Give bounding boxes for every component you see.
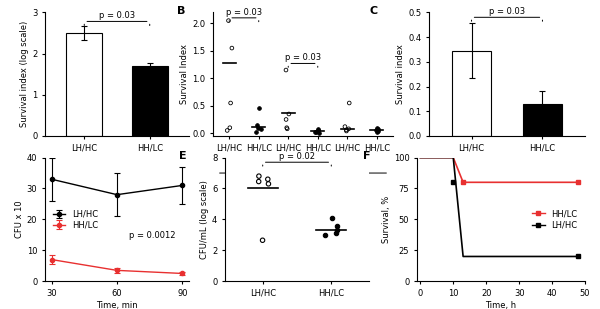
- Point: [341, 129, 351, 133]
- Point: [332, 223, 341, 228]
- Point: [311, 130, 320, 135]
- Legend: LH/HC, HH/LC: LH/HC, HH/LC: [49, 206, 101, 233]
- Point: [254, 106, 264, 111]
- Text: p = 0.03: p = 0.03: [285, 53, 321, 62]
- Text: 1 h: 1 h: [238, 184, 251, 193]
- Bar: [132, 66, 168, 136]
- Point: [258, 238, 268, 243]
- X-axis label: Time, min: Time, min: [96, 301, 138, 309]
- Point: [227, 46, 236, 51]
- Point: [224, 18, 233, 23]
- Bar: [452, 51, 491, 136]
- Point: [254, 174, 264, 179]
- Point: [332, 228, 341, 233]
- Point: [284, 112, 293, 116]
- Point: [263, 181, 273, 186]
- Point: [314, 130, 323, 135]
- Text: B: B: [177, 6, 185, 16]
- Point: [282, 125, 292, 130]
- Point: [313, 128, 323, 133]
- Text: F: F: [363, 151, 371, 161]
- Point: [254, 179, 263, 184]
- LH/HC: [460, 255, 467, 258]
- Y-axis label: CFU x 10: CFU x 10: [15, 201, 24, 238]
- Bar: [66, 33, 102, 136]
- LH/HC: [449, 156, 457, 159]
- Text: p = 0.0012: p = 0.0012: [128, 231, 175, 240]
- Point: [344, 100, 354, 105]
- HH/LC: [416, 156, 424, 159]
- Point: [328, 215, 337, 220]
- Point: [373, 129, 383, 133]
- Line: HH/LC: HH/LC: [420, 158, 578, 182]
- Point: [313, 127, 323, 132]
- Point: [253, 125, 263, 130]
- Point: [223, 128, 232, 133]
- Point: [344, 126, 353, 131]
- Point: [340, 124, 350, 129]
- Bar: [523, 104, 562, 136]
- Line: LH/HC: LH/HC: [420, 158, 578, 256]
- Legend: HH/LC, LH/HC: HH/LC, LH/HC: [529, 206, 581, 233]
- Point: [263, 177, 272, 182]
- Y-axis label: Survival index: Survival index: [397, 44, 406, 104]
- LH/HC: [575, 255, 582, 258]
- Point: [331, 231, 340, 236]
- Point: [283, 126, 292, 131]
- HH/LC: [575, 180, 582, 184]
- Point: [310, 129, 320, 134]
- HH/LC: [449, 156, 457, 159]
- LH/HC: [416, 156, 424, 159]
- Point: [256, 127, 266, 132]
- Y-axis label: Survival, %: Survival, %: [382, 196, 391, 243]
- Text: p = 0.03: p = 0.03: [99, 11, 135, 20]
- Text: p = 0.02: p = 0.02: [279, 152, 315, 161]
- Point: [373, 129, 382, 134]
- Point: [281, 68, 291, 73]
- Text: 2 h: 2 h: [296, 184, 310, 193]
- Point: [373, 127, 383, 132]
- Text: C: C: [370, 6, 378, 16]
- Point: [341, 127, 351, 132]
- Point: [225, 125, 235, 130]
- Y-axis label: CFU/mL (log scale): CFU/mL (log scale): [200, 180, 209, 259]
- Point: [251, 129, 260, 134]
- Text: 1 h: 1 h: [500, 188, 514, 197]
- Point: [226, 100, 235, 105]
- Y-axis label: Survival index (log scale): Survival index (log scale): [20, 21, 29, 127]
- Text: 3 h: 3 h: [355, 184, 369, 193]
- Point: [373, 126, 382, 131]
- Point: [253, 122, 262, 127]
- Text: p = 0.03: p = 0.03: [489, 7, 525, 16]
- Text: p = 0.03: p = 0.03: [226, 8, 262, 17]
- Text: 3h: 3h: [112, 188, 122, 197]
- Text: E: E: [179, 151, 187, 161]
- X-axis label: Time, h: Time, h: [485, 301, 517, 309]
- Y-axis label: Survival Index: Survival Index: [181, 44, 190, 104]
- Point: [281, 117, 291, 122]
- HH/LC: [460, 180, 467, 184]
- Point: [371, 128, 380, 133]
- Point: [320, 232, 330, 237]
